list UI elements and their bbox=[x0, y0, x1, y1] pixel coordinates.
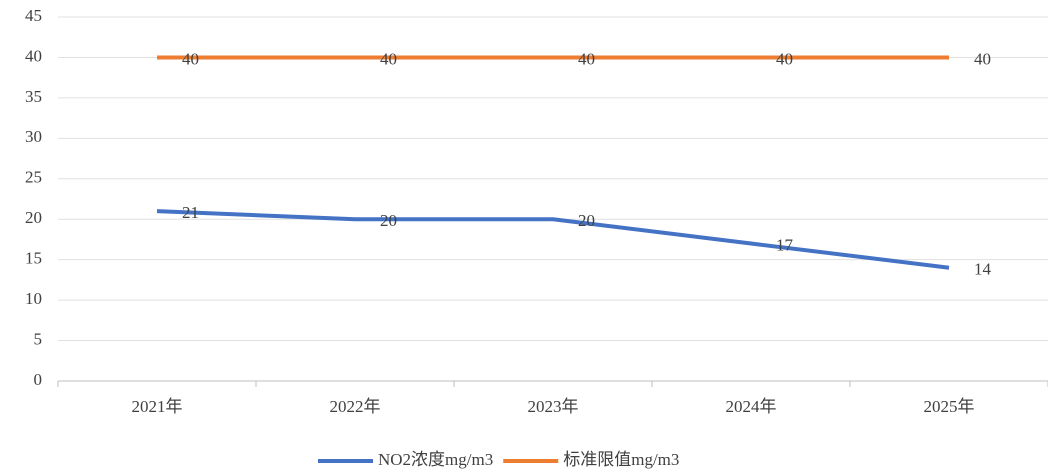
data-label: 20 bbox=[380, 211, 397, 230]
x-tick-label: 2022年 bbox=[330, 397, 381, 416]
data-label: 20 bbox=[578, 211, 595, 230]
data-label: 21 bbox=[182, 203, 199, 222]
x-tick-label: 2025年 bbox=[924, 397, 975, 416]
y-tick-label: 20 bbox=[25, 208, 42, 227]
y-tick-label: 0 bbox=[34, 370, 43, 389]
data-label: 40 bbox=[578, 49, 595, 68]
y-tick-label: 25 bbox=[25, 168, 42, 187]
y-tick-label: 10 bbox=[25, 289, 42, 308]
legend-label: NO2浓度mg/m3 bbox=[378, 450, 493, 469]
x-tick-label: 2024年 bbox=[726, 397, 777, 416]
data-label: 40 bbox=[776, 49, 793, 68]
y-tick-label: 35 bbox=[25, 87, 42, 106]
y-tick-label: 40 bbox=[25, 46, 42, 65]
y-tick-label: 30 bbox=[25, 127, 42, 146]
data-label: 40 bbox=[974, 49, 991, 68]
y-tick-label: 15 bbox=[25, 249, 42, 268]
y-tick-label: 5 bbox=[34, 329, 43, 348]
x-tick-label: 2021年 bbox=[132, 397, 183, 416]
data-label: 40 bbox=[380, 49, 397, 68]
data-label: 40 bbox=[182, 49, 199, 68]
line bbox=[156, 209, 950, 270]
legend-label: 标准限值mg/m3 bbox=[563, 450, 679, 469]
data-label: 17 bbox=[776, 235, 794, 254]
data-label: 14 bbox=[974, 260, 992, 279]
x-tick-label: 2023年 bbox=[528, 397, 579, 416]
y-tick-label: 45 bbox=[25, 6, 42, 25]
